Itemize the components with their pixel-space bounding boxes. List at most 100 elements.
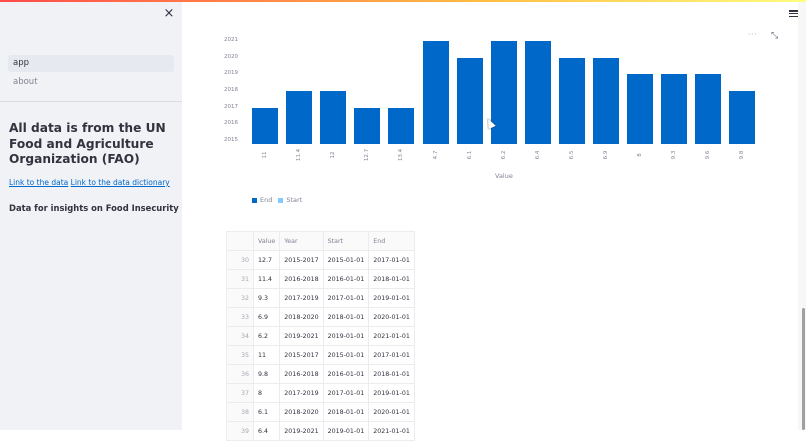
column-header-end[interactable]: End xyxy=(368,231,415,251)
cell-end[interactable]: 2020-01-01 xyxy=(368,402,415,422)
chart-bar[interactable] xyxy=(729,91,756,144)
table-row[interactable]: 33 6.9 2018-2020 2018-01-01 2020-01-01 xyxy=(226,307,415,327)
cell-start[interactable]: 2018-01-01 xyxy=(322,402,370,422)
legend-item-end[interactable]: End xyxy=(252,196,272,204)
row-index[interactable]: 30 xyxy=(226,250,254,270)
cell-value[interactable]: 6.9 xyxy=(252,307,281,327)
cell-end[interactable]: 2017-01-01 xyxy=(368,250,415,270)
chart-bar[interactable] xyxy=(695,74,722,144)
cell-start[interactable]: 2019-01-01 xyxy=(322,421,370,441)
cell-value[interactable]: 8 xyxy=(252,383,281,403)
chart-bar[interactable] xyxy=(558,57,585,144)
data-link[interactable]: Link to the data xyxy=(9,178,69,187)
chart-bar[interactable] xyxy=(627,74,654,144)
sidebar-links: Link to the data Link to the data dictio… xyxy=(9,178,170,187)
cell-value[interactable]: 6.4 xyxy=(252,421,281,441)
cell-start[interactable]: 2017-01-01 xyxy=(322,383,370,403)
row-index[interactable]: 39 xyxy=(226,421,254,441)
column-header-year[interactable]: Year xyxy=(279,231,324,251)
cell-year[interactable]: 2015-2017 xyxy=(279,250,324,270)
fullscreen-expand-icon[interactable]: ⤡ xyxy=(771,31,779,41)
cell-value[interactable]: 9.3 xyxy=(252,288,281,308)
cell-end[interactable]: 2021-01-01 xyxy=(368,326,415,346)
table-row[interactable]: 34 6.2 2019-2021 2019-01-01 2021-01-01 xyxy=(226,326,415,346)
cell-end[interactable]: 2019-01-01 xyxy=(368,288,415,308)
x-axis-tick: 6.9 xyxy=(603,150,609,160)
table-row[interactable]: 31 11.4 2016-2018 2016-01-01 2018-01-01 xyxy=(226,269,415,289)
table-row[interactable]: 36 9.8 2016-2018 2016-01-01 2018-01-01 xyxy=(226,364,415,384)
row-index[interactable]: 36 xyxy=(226,364,254,384)
table-row[interactable]: 35 11 2015-2017 2015-01-01 2017-01-01 xyxy=(226,345,415,365)
cell-end[interactable]: 2018-01-01 xyxy=(368,269,415,289)
cell-year[interactable]: 2019-2021 xyxy=(279,326,324,346)
cell-start[interactable]: 2015-01-01 xyxy=(322,250,370,270)
row-index[interactable]: 37 xyxy=(226,383,254,403)
cell-start[interactable]: 2019-01-01 xyxy=(322,326,370,346)
cell-year[interactable]: 2016-2018 xyxy=(279,364,324,384)
data-dictionary-link[interactable]: Link to the data dictionary xyxy=(70,178,170,187)
table-row[interactable]: 32 9.3 2017-2019 2017-01-01 2019-01-01 xyxy=(226,288,415,308)
chart-bar[interactable] xyxy=(354,107,381,144)
cell-value[interactable]: 6.2 xyxy=(252,326,281,346)
table-header-row: Value Year Start End xyxy=(226,231,415,251)
cell-end[interactable]: 2021-01-01 xyxy=(368,421,415,441)
x-axis-tick: 4.7 xyxy=(432,150,439,160)
row-index[interactable]: 38 xyxy=(226,402,254,422)
cell-end[interactable]: 2018-01-01 xyxy=(368,364,415,384)
row-index[interactable]: 34 xyxy=(226,326,254,346)
close-sidebar-icon[interactable]: × xyxy=(163,6,175,21)
chart-bar[interactable] xyxy=(661,74,688,144)
table-row[interactable]: 39 6.4 2019-2021 2019-01-01 2021-01-01 xyxy=(226,421,415,441)
chart-bar[interactable] xyxy=(456,57,483,144)
row-index[interactable]: 35 xyxy=(226,345,254,365)
cell-value[interactable]: 11 xyxy=(252,345,281,365)
chart-bar[interactable] xyxy=(320,91,347,144)
sidebar-subheading: Data for insights on Food Insecurity xyxy=(9,203,179,213)
legend-label-end: End xyxy=(260,196,273,204)
scrollbar-track xyxy=(798,0,806,430)
chart-bar[interactable] xyxy=(286,91,313,144)
cell-end[interactable]: 2020-01-01 xyxy=(368,307,415,327)
column-header-start[interactable]: Start xyxy=(322,231,370,251)
scrollbar-thumb[interactable] xyxy=(802,308,805,430)
cell-end[interactable]: 2019-01-01 xyxy=(368,383,415,403)
table-row[interactable]: 37 8 2017-2019 2017-01-01 2019-01-01 xyxy=(226,383,415,403)
cell-value[interactable]: 9.8 xyxy=(252,364,281,384)
hamburger-menu-icon[interactable] xyxy=(789,10,798,18)
chart-bar[interactable] xyxy=(422,41,449,144)
cell-start[interactable]: 2018-01-01 xyxy=(322,307,370,327)
cell-start[interactable]: 2017-01-01 xyxy=(322,288,370,308)
x-axis-tick: 9.3 xyxy=(671,150,678,160)
cell-year[interactable]: 2017-2019 xyxy=(279,288,324,308)
cell-year[interactable]: 2019-2021 xyxy=(279,421,324,441)
sidebar-item-about[interactable]: about xyxy=(13,77,38,87)
chart-bar[interactable] xyxy=(593,57,619,144)
chart-bar[interactable] xyxy=(490,41,517,144)
y-axis-tick: 2017 xyxy=(224,103,238,110)
cell-year[interactable]: 2018-2020 xyxy=(279,402,324,422)
sidebar-item-app[interactable]: app xyxy=(8,55,174,72)
cell-year[interactable]: 2015-2017 xyxy=(279,345,324,365)
cell-year[interactable]: 2017-2019 xyxy=(279,383,324,403)
chart-bar[interactable] xyxy=(524,41,551,144)
cell-start[interactable]: 2015-01-01 xyxy=(322,345,370,365)
row-index[interactable]: 31 xyxy=(226,269,254,289)
column-header-value[interactable]: Value xyxy=(252,231,281,251)
cell-value[interactable]: 6.1 xyxy=(252,402,281,422)
table-row[interactable]: 38 6.1 2018-2020 2018-01-01 2020-01-01 xyxy=(226,402,415,422)
cell-year[interactable]: 2016-2018 xyxy=(279,269,324,289)
chart-more-options-icon[interactable]: ··· xyxy=(748,30,758,39)
cell-value[interactable]: 12.7 xyxy=(252,250,281,270)
chart-bar[interactable] xyxy=(252,107,278,144)
row-index[interactable]: 32 xyxy=(226,288,254,308)
cell-year[interactable]: 2018-2020 xyxy=(279,307,324,327)
table-row[interactable]: 30 12.7 2015-2017 2015-01-01 2017-01-01 xyxy=(226,250,415,270)
row-index[interactable]: 33 xyxy=(226,307,254,327)
cell-end[interactable]: 2017-01-01 xyxy=(368,345,415,365)
cell-start[interactable]: 2016-01-01 xyxy=(322,364,370,384)
legend-item-start[interactable]: Start xyxy=(278,196,302,204)
cell-value[interactable]: 11.4 xyxy=(252,269,281,289)
x-axis-tick: 6.4 xyxy=(534,150,541,160)
chart-bar[interactable] xyxy=(388,107,415,144)
cell-start[interactable]: 2016-01-01 xyxy=(322,269,370,289)
